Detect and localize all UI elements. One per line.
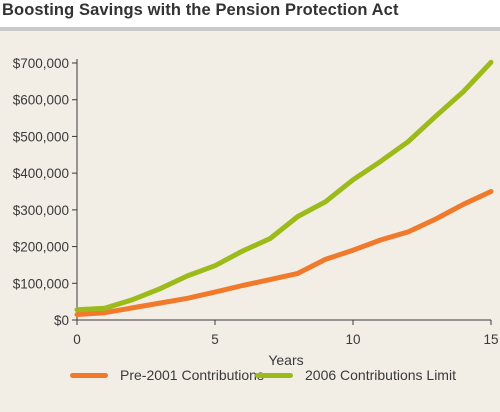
header-divider (0, 27, 500, 31)
y-tick-label: $100,000 (13, 276, 69, 291)
x-tick-label: 10 (345, 332, 360, 347)
line-chart: $0 $100,000 $200,000 $300,000 $400,000 $500,0… (13, 56, 499, 366)
legend-swatch-2006 (255, 372, 293, 378)
legend-label-2006: 2006 Contributions Limit (305, 367, 456, 383)
legend-item-2006: 2006 Contributions Limit (255, 363, 456, 387)
y-tick-label: $400,000 (13, 166, 69, 181)
x-axis-label: Years (268, 352, 303, 366)
chart-header: Boosting Savings with the Pension Protec… (0, 0, 500, 26)
x-tick-label: 15 (483, 332, 498, 347)
series-line-2006 (74, 59, 494, 313)
y-tick-label: $500,000 (13, 129, 69, 144)
legend-swatch-pre2001 (70, 372, 108, 378)
legend-item-pre2001: Pre-2001 Contributions (70, 363, 264, 387)
series-line-pre2001 (74, 189, 494, 317)
chart-title: Boosting Savings with the Pension Protec… (2, 1, 399, 19)
x-tick-label: 5 (211, 332, 219, 347)
y-tick-label: $0 (54, 313, 69, 328)
y-tick-label: $700,000 (13, 56, 69, 71)
y-tick-label: $300,000 (13, 203, 69, 218)
x-tick-label: 0 (73, 332, 81, 347)
y-tick-label: $600,000 (13, 93, 69, 108)
y-tick-label: $200,000 (13, 240, 69, 255)
legend-label-pre2001: Pre-2001 Contributions (120, 367, 264, 383)
